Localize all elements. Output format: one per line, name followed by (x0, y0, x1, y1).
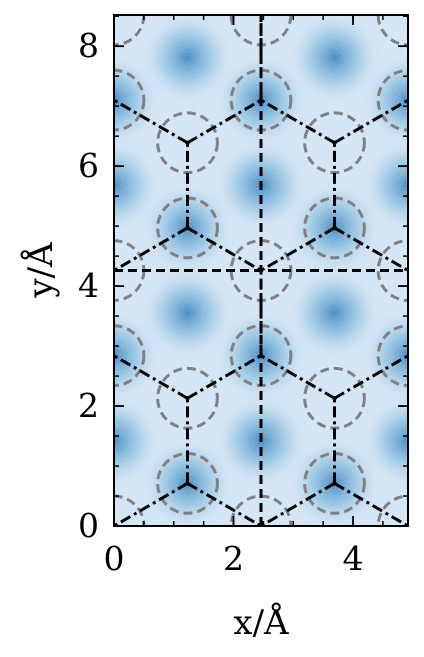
hex-edge-14 (260, 226, 336, 272)
cell-dividers (114, 15, 408, 526)
hex-edge-12 (186, 226, 262, 272)
site-circle-6 (303, 366, 366, 430)
hex-vertex-1 (332, 481, 337, 486)
site-circle-7 (114, 324, 146, 388)
hex-edge-3 (260, 482, 336, 526)
hex-edge-0 (114, 482, 189, 526)
hex-edge-18 (186, 98, 262, 145)
hex-network (114, 15, 408, 526)
hex-edge-17 (114, 98, 189, 145)
site-circle-16 (303, 111, 366, 175)
hex-vertex-5 (185, 225, 190, 231)
hex-vertex-7 (185, 140, 190, 145)
hex-edge-19 (260, 98, 336, 145)
y-axis-label: y/Å (20, 242, 61, 299)
plot-frame (113, 14, 409, 527)
x-axis-label: x/Å (233, 602, 289, 643)
heatmap-area (114, 15, 408, 526)
y-tick-label: 2 (78, 386, 99, 425)
axis-ticks: 0 2 4 0 2 4 6 8 (78, 15, 408, 578)
hex-edge-8 (260, 354, 336, 400)
x-tick-label: 0 (104, 539, 125, 578)
y-tick-label: 8 (78, 26, 99, 65)
hex-edge-15 (333, 226, 408, 272)
hex-edge-4 (333, 482, 408, 526)
hex-edge-9 (333, 354, 408, 400)
hex-vertex-8 (332, 140, 337, 145)
hex-edge-11 (114, 226, 189, 272)
hex-edge-1 (186, 482, 262, 526)
hex-edge-6 (114, 354, 189, 400)
hex-vertex-3 (332, 396, 337, 401)
y-tick-label: 4 (78, 266, 99, 305)
site-circle-15 (156, 111, 219, 175)
hex-edge-20 (333, 98, 408, 145)
hex-vertex-6 (332, 225, 337, 231)
site-circle-17 (114, 68, 146, 132)
y-tick-label: 6 (78, 146, 99, 185)
y-tick-label: 0 (78, 506, 99, 545)
hex-vertex-0 (185, 481, 190, 486)
hex-edge-7 (186, 354, 262, 400)
x-tick-label: 2 (223, 539, 244, 578)
x-tick-label: 4 (343, 539, 364, 578)
hex-vertex-2 (185, 396, 190, 401)
site-circle-5 (156, 366, 219, 430)
